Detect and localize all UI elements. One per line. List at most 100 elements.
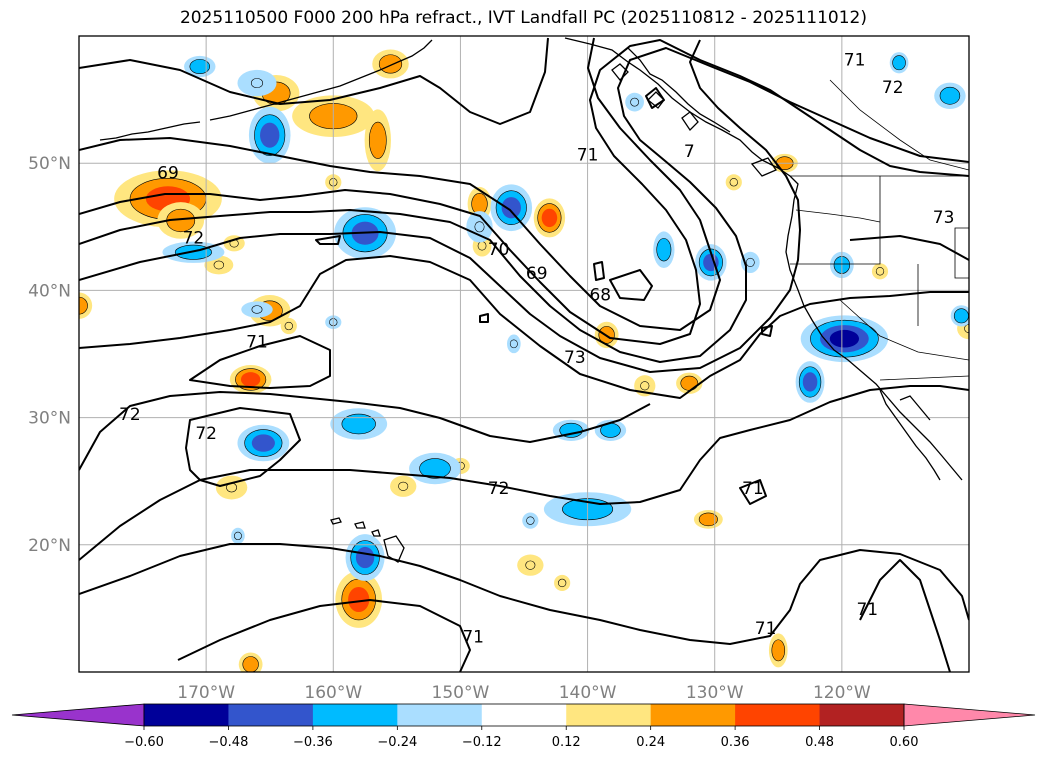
anomaly-blob-40-level-2	[501, 197, 521, 219]
anomaly-blob-outline-38	[341, 413, 376, 435]
anomaly-blob-outline-12	[537, 203, 562, 233]
colorbar: −0.60 −0.48 −0.36 −0.24 −0.12 0.12 0.24 0.36 0.4…	[11, 703, 1036, 750]
anomaly-blob-outline-4	[368, 121, 387, 159]
map-frame	[78, 35, 970, 673]
refractivity-contours	[79, 37, 969, 672]
anomaly-blob-17-level-0	[215, 475, 248, 500]
colorbar-tick-label: −0.60	[124, 735, 164, 750]
anomaly-blob-43-level-1	[559, 423, 583, 438]
colorbar-segment	[481, 704, 567, 726]
lon-tick-label: 140°W	[559, 683, 617, 703]
anomaly-blob-21-level-0	[517, 554, 544, 576]
contour-label: 71	[742, 479, 764, 499]
anomaly-blob-outline-45	[350, 540, 380, 575]
contour-label: 71	[856, 600, 878, 620]
contour-label: 71	[755, 619, 777, 639]
colorbar-tick-label: −0.24	[377, 735, 417, 750]
anomaly-blob-29-level-0	[871, 263, 889, 280]
colorbar-tick-label: −0.36	[293, 735, 333, 750]
lon-tick-label: 160°W	[304, 683, 362, 703]
latitude-tick-labels: 20°N 30°N 40°N 50°N	[28, 154, 71, 556]
graticule	[79, 36, 969, 672]
colorbar-tick-label: 0.48	[805, 735, 834, 750]
anomaly-blob-outline-37	[244, 429, 283, 457]
colorbar-segment	[144, 704, 229, 726]
longitude-tick-labels: 170°W 160°W 150°W 140°W 130°W 120°W	[177, 683, 871, 703]
lon-tick-label: 170°W	[177, 683, 235, 703]
anomaly-blob-28-level-0	[725, 174, 742, 191]
anomaly-blob-10-level-1	[242, 656, 259, 672]
contour-label: 72	[488, 479, 510, 499]
anomaly-blob-41-level-0	[466, 211, 493, 243]
anomaly-blob-11-level-1	[471, 193, 488, 215]
anomaly-blob-2-level-1	[79, 297, 88, 315]
anomaly-blob-22-level-0	[554, 574, 571, 592]
anomaly-blob-outline-32	[250, 78, 264, 89]
colorbar-segment	[819, 704, 905, 726]
anomaly-blob-33-level-2	[260, 122, 280, 148]
anomaly-blob-60-level-0	[231, 527, 245, 544]
anomaly-blob-50-level-2	[802, 372, 818, 392]
coastlines-and-borders	[99, 37, 969, 563]
anomaly-blob-outline-56	[526, 516, 535, 525]
anomaly-blob-outline-28	[729, 178, 738, 187]
anomaly-blob-outline-41	[474, 221, 485, 233]
colorbar-tick-label: −0.12	[462, 735, 502, 750]
anomaly-blob-outline-23	[378, 54, 403, 74]
anomaly-blob-outline-15	[698, 512, 718, 527]
anomaly-blob-46-level-1	[656, 238, 672, 262]
anomaly-blob-outline-46	[656, 238, 672, 262]
lon-tick-label: 150°W	[432, 683, 490, 703]
contour-label: 69	[526, 264, 548, 284]
anomaly-blob-outline-26	[213, 260, 225, 270]
anomaly-blob-outline-40	[495, 190, 527, 226]
anomaly-blob-25-level-0	[223, 235, 245, 252]
anomaly-blob-outline-19	[640, 381, 650, 391]
anomaly-blob-outline-36	[251, 305, 263, 314]
anomaly-blob-outline-21	[525, 560, 536, 570]
contour-label: 69	[157, 163, 179, 183]
anomaly-blob-18-level-0	[390, 475, 417, 497]
anomaly-blob-outline-35	[174, 244, 212, 260]
anomaly-blob-outline-22	[557, 578, 567, 588]
colorbar-extend-high	[903, 703, 1036, 727]
anomaly-blob-outline-16	[771, 639, 786, 662]
anomaly-blob-7-level-2	[240, 372, 261, 387]
anomaly-blob-12-level-2	[541, 208, 558, 228]
contour-label: 73	[933, 208, 955, 228]
contour-label: 72	[183, 228, 205, 248]
contour-label: 71	[462, 628, 484, 648]
anomaly-blob-outline-13	[598, 326, 615, 344]
anomaly-blob-outline-18	[398, 481, 409, 491]
lat-tick-label: 20°N	[28, 536, 71, 556]
colorbar-tick-label: 0.24	[636, 735, 665, 750]
anomaly-blob-outline-29	[875, 267, 885, 276]
lat-tick-label: 40°N	[28, 281, 71, 301]
anomaly-blob-49-level-3	[829, 329, 860, 348]
anomaly-blob-56-level-0	[522, 512, 539, 529]
anomaly-blob-53-level-1	[892, 55, 906, 70]
anomaly-blob-54-level-1	[954, 308, 969, 324]
contour-label: 71	[577, 146, 599, 166]
contour-label: 7	[684, 142, 695, 162]
anomaly-blob-45-level-2	[355, 546, 375, 569]
anomaly-blob-outline-10	[242, 656, 259, 672]
lat-tick-label: 50°N	[28, 154, 71, 174]
anomaly-blob-44-level-1	[600, 423, 621, 438]
contour-label: 68	[589, 286, 611, 306]
colorbar-segment	[228, 704, 314, 726]
anomaly-blob-36-level-0	[241, 301, 273, 318]
anomaly-blob-4-level-1	[369, 122, 387, 159]
anomaly-blob-outline-50	[798, 366, 822, 398]
anomaly-blob-outline-47	[698, 248, 723, 277]
anomaly-blob-9-level-2	[348, 586, 370, 613]
anomaly-blob-outline-7	[235, 368, 267, 391]
anomaly-blob-32-level-0	[237, 69, 277, 97]
colorbar-segment	[566, 704, 652, 726]
anomaly-blob-outline-52	[939, 86, 961, 105]
contour-label: 73	[564, 348, 586, 368]
anomaly-blob-outline-53	[892, 55, 906, 71]
anomaly-blob-outline-59	[509, 339, 518, 349]
map-title: 2025110500 F000 200 hPa refract., IVT La…	[179, 8, 867, 28]
